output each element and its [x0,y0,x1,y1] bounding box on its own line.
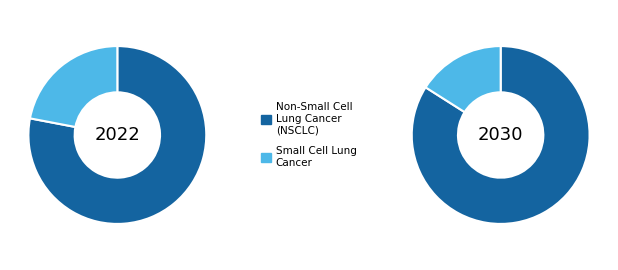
Text: 2022: 2022 [95,126,140,144]
Wedge shape [28,46,206,224]
Legend: Non-Small Cell
Lung Cancer
(NSCLC), Small Cell Lung
Cancer: Non-Small Cell Lung Cancer (NSCLC), Smal… [261,102,357,168]
Wedge shape [30,46,117,127]
Text: 2030: 2030 [478,126,523,144]
Wedge shape [426,46,501,112]
Wedge shape [412,46,590,224]
